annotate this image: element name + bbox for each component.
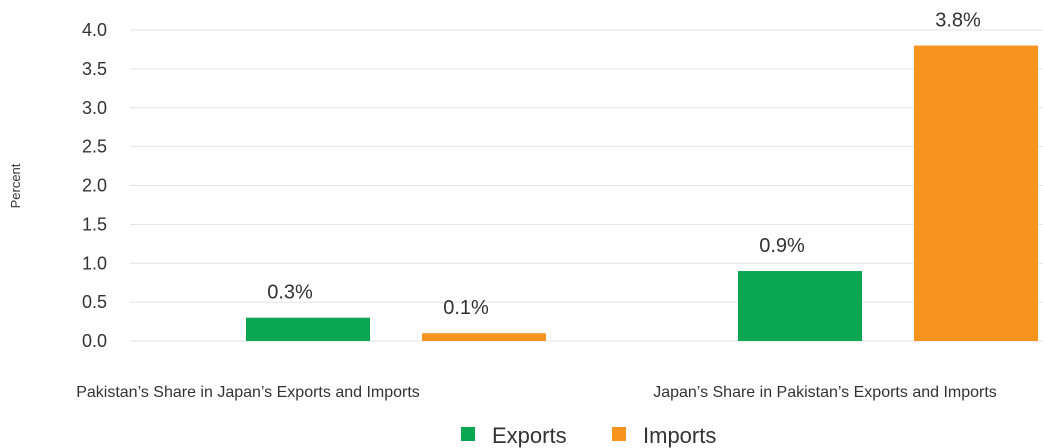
bar-imports-0 [422, 333, 546, 341]
y-tick-label: 2.0 [82, 176, 107, 196]
y-tick-label: 3.5 [82, 59, 107, 79]
category-label-0: Pakistan’s Share in Japan’s Exports and … [76, 384, 420, 401]
gridlines [130, 29, 1043, 342]
data-label-imports-1: 3.8% [935, 10, 981, 32]
y-axis-ticks: 0.0 0.5 1.0 1.5 2.0 2.5 3.0 3.5 4.0 [82, 20, 107, 351]
category-label-1: Japan’s Share in Pakistan’s Exports and … [653, 384, 997, 401]
legend: Exports Imports [461, 423, 716, 448]
data-label-exports-1: 0.9% [759, 235, 805, 257]
y-tick-label: 3.0 [82, 98, 107, 118]
category-labels: Pakistan’s Share in Japan’s Exports and … [76, 384, 997, 401]
y-tick-label: 1.0 [82, 253, 107, 273]
bar-exports-0 [246, 317, 370, 341]
bars [246, 45, 1038, 342]
y-axis-label: Percent [8, 163, 23, 208]
y-tick-label: 2.5 [82, 137, 107, 157]
data-label-exports-0: 0.3% [267, 282, 313, 304]
bar-exports-1 [738, 271, 862, 341]
legend-swatch-exports [461, 427, 475, 441]
data-label-imports-0: 0.1% [443, 297, 489, 319]
y-tick-label: 4.0 [82, 20, 107, 40]
y-tick-label: 0.5 [82, 292, 107, 312]
legend-label-imports: Imports [643, 423, 716, 448]
bar-imports-1 [914, 45, 1038, 342]
y-tick-label: 0.0 [82, 331, 107, 351]
y-tick-label: 1.5 [82, 214, 107, 234]
data-labels: 0.3% 0.9% 0.1% 3.8% [267, 10, 981, 320]
legend-swatch-imports [612, 427, 626, 441]
legend-label-exports: Exports [492, 423, 567, 448]
